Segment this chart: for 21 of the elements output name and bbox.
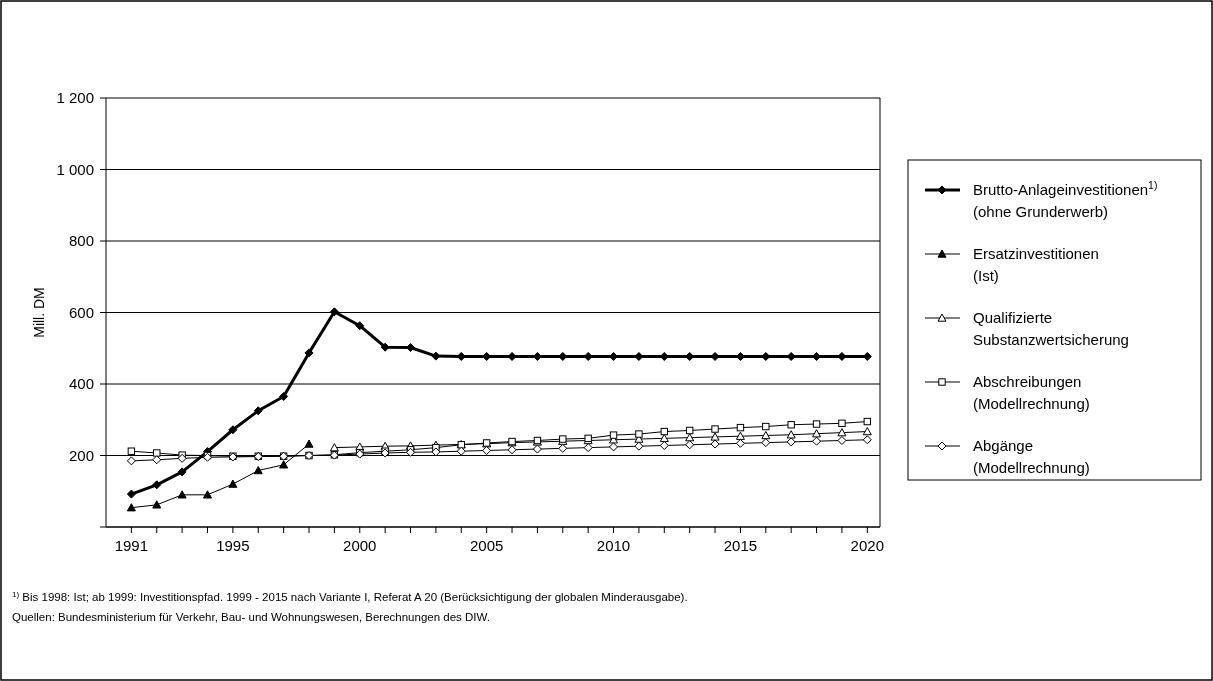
x-tick-label: 2015 <box>723 537 758 554</box>
y-tick-label: 400 <box>68 375 94 393</box>
legend-label: Ersatzinvestitionen (Ist) <box>973 245 1099 284</box>
text: $^{1)}$ Bis 1998: Ist; ab 1999: Investitionspfad. 1999 - 2015 nach Variante I, Referat A 20 (Berücksichtigung der globalen Minderausgabe). <box>12 589 688 603</box>
source-note: Quellen: Bundesministerium für Verkehr, Bau- und Wohnungswesen, Berechnungen des DIW. <box>12 611 490 623</box>
y-tick-label: 1 000 <box>56 160 94 178</box>
y-tick-label: 600 <box>68 303 94 321</box>
x-tick-label: 1991 <box>114 537 149 554</box>
y-tick-label: 200 <box>68 446 94 464</box>
x-tick-label: 2000 <box>343 537 377 554</box>
y-tick-label: 800 <box>68 232 94 250</box>
y-axis-title: Mill. DM <box>31 287 47 338</box>
y-tick-label: 1 200 <box>56 89 94 107</box>
legend-label: Qualifizierte Substanzwertsicherung <box>973 309 1129 348</box>
legend-label: Abgänge (Modellrechnung) <box>973 437 1090 476</box>
legend-label: Abschreibungen (Modellrechnung) <box>973 373 1090 412</box>
x-tick-label: 2020 <box>850 537 884 554</box>
x-tick-label: 2005 <box>469 537 504 554</box>
text: Brutto-Anlageinvestitionen$^{1)}$ (ohne Grunderwerb) <box>973 179 1158 220</box>
x-tick-label: 1995 <box>216 537 250 554</box>
x-tick-label: 2010 <box>596 537 631 554</box>
